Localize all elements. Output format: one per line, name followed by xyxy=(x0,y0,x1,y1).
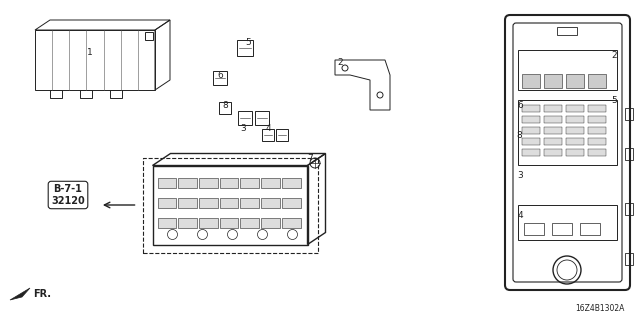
Bar xyxy=(588,127,606,134)
Bar xyxy=(544,116,562,123)
Bar xyxy=(522,74,540,88)
Bar xyxy=(199,178,218,188)
Bar xyxy=(522,149,540,156)
Bar xyxy=(220,197,238,207)
Bar xyxy=(157,218,176,228)
Bar xyxy=(566,74,584,88)
Bar xyxy=(262,129,274,141)
Bar xyxy=(588,74,606,88)
Bar xyxy=(518,50,617,90)
Text: 6: 6 xyxy=(517,100,523,109)
Bar xyxy=(557,27,577,35)
Text: 5: 5 xyxy=(611,95,617,105)
Text: 3: 3 xyxy=(240,124,246,132)
Text: 16Z4B1302A: 16Z4B1302A xyxy=(575,304,625,313)
Text: 6: 6 xyxy=(217,70,223,79)
Bar xyxy=(220,178,238,188)
Bar xyxy=(178,197,197,207)
Bar xyxy=(566,116,584,123)
Bar xyxy=(178,218,197,228)
Text: FR.: FR. xyxy=(33,289,51,299)
Bar xyxy=(552,223,572,235)
Bar xyxy=(282,197,301,207)
Bar xyxy=(544,105,562,112)
Bar xyxy=(282,218,301,228)
Text: 1: 1 xyxy=(87,47,93,57)
Bar xyxy=(625,203,633,215)
Bar xyxy=(580,223,600,235)
Bar xyxy=(110,90,122,98)
Bar xyxy=(566,149,584,156)
Bar xyxy=(625,148,633,160)
Bar xyxy=(588,149,606,156)
Bar xyxy=(566,138,584,145)
Bar xyxy=(522,138,540,145)
Bar xyxy=(522,105,540,112)
Bar xyxy=(157,178,176,188)
Bar xyxy=(143,157,317,252)
Text: 4: 4 xyxy=(517,211,523,220)
Bar xyxy=(241,197,259,207)
Bar xyxy=(625,108,633,120)
Bar xyxy=(544,127,562,134)
Text: 3: 3 xyxy=(517,171,523,180)
Bar xyxy=(178,178,197,188)
Bar xyxy=(238,111,252,125)
Bar xyxy=(241,218,259,228)
Bar xyxy=(219,102,231,114)
Bar xyxy=(80,90,92,98)
Bar xyxy=(261,178,280,188)
Text: 2: 2 xyxy=(611,51,617,60)
Bar xyxy=(566,127,584,134)
Bar xyxy=(261,218,280,228)
Bar xyxy=(145,32,153,40)
Text: 4: 4 xyxy=(265,124,271,132)
Bar xyxy=(566,105,584,112)
Bar xyxy=(544,138,562,145)
Bar xyxy=(157,197,176,207)
Bar xyxy=(255,111,269,125)
Bar xyxy=(237,40,253,56)
Bar xyxy=(261,197,280,207)
Text: 8: 8 xyxy=(222,100,228,109)
Bar xyxy=(213,71,227,85)
Bar xyxy=(50,90,62,98)
Bar xyxy=(522,127,540,134)
Bar xyxy=(199,197,218,207)
Bar xyxy=(199,218,218,228)
Bar xyxy=(588,105,606,112)
Bar xyxy=(544,149,562,156)
Text: B-7-1
32120: B-7-1 32120 xyxy=(51,184,85,206)
Bar xyxy=(276,129,288,141)
Bar xyxy=(518,100,617,165)
Bar xyxy=(524,223,544,235)
Polygon shape xyxy=(10,288,30,300)
Bar xyxy=(282,178,301,188)
Text: 5: 5 xyxy=(245,37,251,46)
Text: 7: 7 xyxy=(307,154,313,163)
Bar xyxy=(544,74,562,88)
Bar xyxy=(625,253,633,265)
Text: 2: 2 xyxy=(337,58,343,67)
Bar xyxy=(588,116,606,123)
Bar xyxy=(518,205,617,240)
Text: 8: 8 xyxy=(516,131,522,140)
Bar xyxy=(241,178,259,188)
Bar xyxy=(522,116,540,123)
Bar xyxy=(588,138,606,145)
Bar xyxy=(220,218,238,228)
